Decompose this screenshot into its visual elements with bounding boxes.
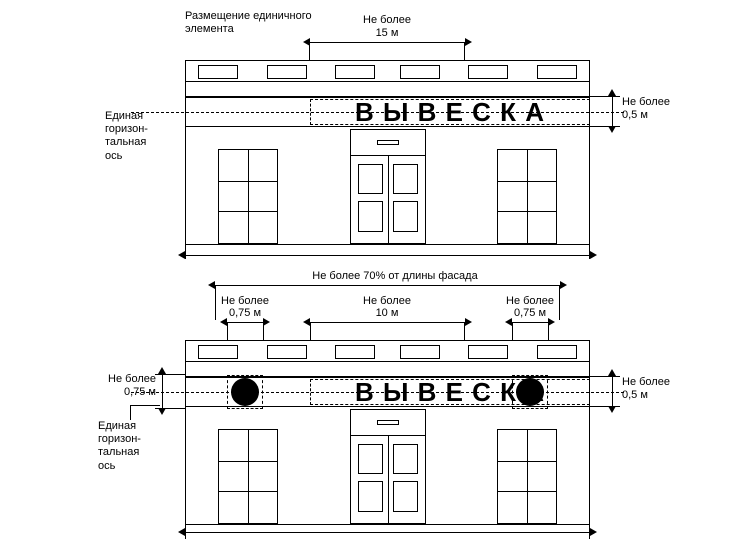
diagram-single-element: Размещение единичного элемента Не более … <box>20 10 717 270</box>
dim-top-caption: Не более <box>352 14 422 27</box>
dim-height-value-top: 0,5 м <box>622 109 682 122</box>
dim-emblem-v-caption: Не более <box>98 373 156 386</box>
dim-top-value: 15 м <box>352 27 422 40</box>
dim-top-line <box>310 42 465 43</box>
axis-line-bottom <box>131 392 624 393</box>
axis-label-bottom: Единая горизон- тальная ось <box>98 420 168 473</box>
window-left-bottom <box>218 429 278 524</box>
diagram-with-emblems: Не более 70% от длины фасада Не более 0,… <box>20 270 717 540</box>
window-right-bottom <box>497 429 557 524</box>
window-right-top <box>497 149 557 244</box>
axis-line-top <box>131 112 624 113</box>
door-top <box>350 129 426 244</box>
facade-top: В Ы В Е С К А <box>185 60 590 245</box>
dim-height-caption-bottom: Не более <box>622 376 682 389</box>
heading-top: Размещение единичного элемента <box>185 10 335 36</box>
window-left-top <box>218 149 278 244</box>
facade-bottom: В Ы В Е С К А <box>185 340 590 525</box>
dim-emblem-v-value: 0,75 м <box>98 386 156 399</box>
dim-10-value: 10 м <box>352 307 422 320</box>
dim-70-caption: Не более 70% от длины фасада <box>300 270 490 283</box>
door-bottom <box>350 409 426 524</box>
axis-label-top: Единая горизон- тальная ось <box>105 110 175 163</box>
dim-height-caption-top: Не более <box>622 96 682 109</box>
dim-height-value-bottom: 0,5 м <box>622 389 682 402</box>
